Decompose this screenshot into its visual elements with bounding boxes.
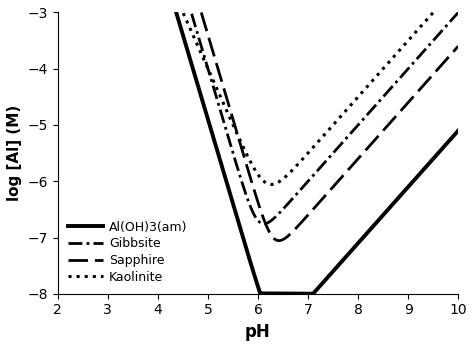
Line: Al(OH)3(am): Al(OH)3(am) (176, 13, 458, 294)
Sapphire (443, 58, 448, 63)
Legend: Al(OH)3(am), Gibbsite, Sapphire, Kaolinite: Al(OH)3(am), Gibbsite, Sapphire, Kaolini… (64, 217, 191, 287)
Sapphire (407, 99, 412, 103)
Kaolinite (268, 182, 274, 187)
X-axis label: pH: pH (245, 323, 271, 341)
Sapphire (302, 216, 308, 220)
Gibbsite (195, 32, 201, 36)
Y-axis label: log [Al] (M): log [Al] (M) (7, 105, 22, 201)
Kaolinite (181, 11, 186, 15)
Gibbsite (456, 10, 461, 15)
Kaolinite (430, 10, 436, 15)
Kaolinite (258, 176, 264, 181)
Kaolinite (193, 41, 199, 45)
Sapphire (235, 133, 241, 137)
Al(OH)3(am) (433, 153, 439, 158)
Sapphire (371, 139, 376, 143)
Sapphire (276, 239, 282, 243)
Al(OH)3(am) (334, 265, 339, 269)
Gibbsite (306, 179, 311, 183)
Gibbsite (395, 78, 401, 82)
Line: Kaolinite: Kaolinite (183, 13, 433, 184)
Line: Sapphire: Sapphire (201, 13, 458, 241)
Al(OH)3(am) (319, 282, 325, 286)
Al(OH)3(am) (387, 205, 393, 209)
Al(OH)3(am) (452, 133, 457, 137)
Al(OH)3(am) (173, 11, 179, 15)
Gibbsite (368, 109, 374, 113)
Kaolinite (281, 176, 287, 180)
Sapphire (456, 44, 461, 48)
Line: Gibbsite: Gibbsite (191, 13, 458, 224)
Al(OH)3(am) (456, 128, 461, 133)
Al(OH)3(am) (201, 102, 206, 106)
Gibbsite (261, 222, 267, 226)
Kaolinite (417, 26, 422, 30)
Gibbsite (189, 12, 194, 16)
Kaolinite (301, 155, 307, 159)
Gibbsite (377, 99, 383, 103)
Sapphire (199, 10, 204, 15)
Kaolinite (269, 182, 274, 187)
Al(OH)3(am) (310, 292, 316, 296)
Gibbsite (344, 135, 350, 139)
Sapphire (393, 114, 399, 119)
